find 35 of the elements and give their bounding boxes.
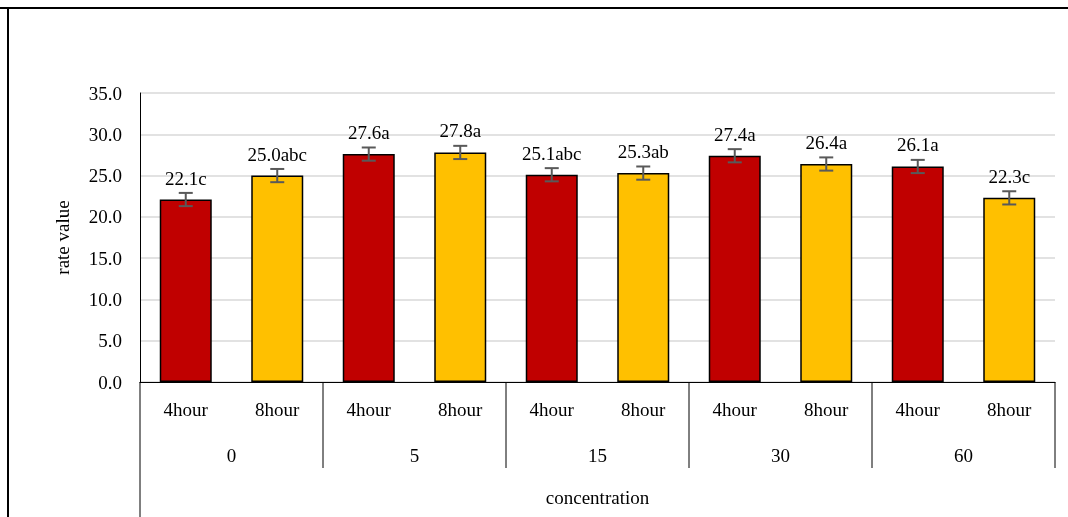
- text: 30: [771, 444, 790, 466]
- x-tick-label: 8hour: [804, 399, 850, 420]
- y-tick-label: 20.0: [88, 206, 122, 228]
- data-label: 25.1abc: [521, 142, 582, 164]
- text: 60: [954, 444, 973, 466]
- y-tick-label: 15.0: [88, 247, 122, 269]
- data-label: 22.3c: [988, 165, 1031, 187]
- data-label: 25.3ab: [617, 141, 669, 163]
- y-tick-label: 35.0: [88, 82, 122, 104]
- y-tick-label: 10.0: [88, 288, 122, 310]
- y-tick-label: 30.0: [88, 123, 122, 145]
- text: 15: [588, 444, 607, 466]
- data-label: 27.8a: [439, 120, 482, 142]
- data-label: 26.4a: [805, 132, 848, 154]
- x-tick-label: 4hour: [163, 399, 209, 420]
- x-tick-label: 4hour: [529, 399, 575, 420]
- data-label: 25.0abc: [247, 143, 308, 165]
- x-tick-label: 8hour: [438, 399, 484, 420]
- y-tick-label: 25.0: [88, 165, 122, 187]
- x-axis-title: concentration: [545, 486, 650, 508]
- y-tick-label: 0.0: [98, 371, 122, 393]
- x-tick-label: 8hour: [621, 399, 667, 420]
- text: 0: [226, 444, 237, 466]
- data-label: 26.1a: [896, 134, 940, 156]
- data-label: 27.6a: [347, 122, 391, 144]
- data-label: 27.4a: [713, 123, 757, 145]
- x-tick-label: 4hour: [712, 399, 758, 420]
- text: 5: [409, 444, 420, 466]
- x-tick-label: 4hour: [895, 399, 941, 420]
- x-tick-label: 4hour: [346, 399, 392, 420]
- y-axis-title: rate value: [52, 200, 73, 275]
- data-label: 22.1c: [164, 167, 207, 189]
- x-tick-label: 8hour: [255, 399, 301, 420]
- y-tick-label: 5.0: [98, 330, 122, 352]
- x-tick-label: 8hour: [987, 399, 1033, 420]
